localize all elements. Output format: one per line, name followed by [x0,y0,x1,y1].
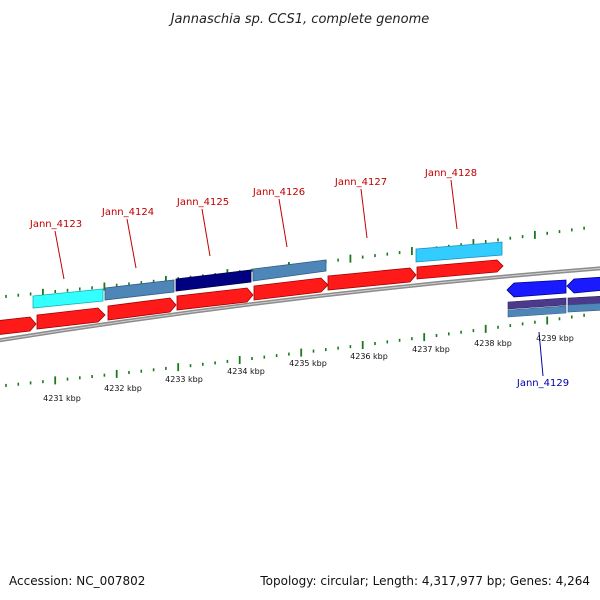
kbp-label: 4235 kbp [289,359,327,368]
feature-lightblue-4128 [415,241,503,263]
cds-arrow-4123 [36,307,106,330]
cds-arrow-4122 [0,316,37,335]
gene-label: Jann_4125 [176,197,229,208]
cds-arrow-4126 [253,277,329,301]
gene-label: Jann_4128 [424,168,477,179]
kbp-label: 4234 kbp [227,367,265,376]
feature-purple-4130 [567,295,600,306]
leader-4125 [201,208,211,257]
gene-label: Jann_4126 [252,187,305,198]
cds-arrow-4124 [107,297,177,321]
backbone [0,266,600,343]
cds-arrow-4127 [327,267,417,291]
kbp-label: 4238 kbp [474,339,512,348]
leader-4128 [450,179,458,230]
cds-row-reverse [506,276,600,318]
backbone-inner-line [0,267,600,341]
kbp-label: 4237 kbp [412,345,450,354]
genome-summary-text: Topology: circular; Length: 4,317,977 bp… [260,574,590,588]
feature-purple-4129 [507,297,567,310]
leader-4123 [54,230,65,280]
feature-cyan-4123 [32,288,104,309]
cds-arrow-4129 [506,279,567,298]
map-title: Jannaschia sp. CCS1, complete genome [168,12,430,27]
cds-arrow-4130 [566,276,600,294]
accession-text: Accession: NC_007802 [9,574,146,588]
kbp-label: 4239 kbp [536,334,574,343]
feature-steelblue-4130 [567,302,600,313]
inner-tick-ring [5,313,585,387]
cds-row-forward [0,259,504,335]
leader-4124 [126,218,137,269]
gene-label: Jann_4124 [101,207,154,218]
feature-steelblue-4129 [507,305,567,318]
cds-arrow-4128 [416,259,504,280]
leader-4126 [278,198,288,248]
feature-row-forward [32,241,503,309]
kbp-label: 4231 kbp [43,394,81,403]
leader-4127 [360,188,368,239]
leader-4129 [538,331,544,377]
feature-steelblue-4124 [104,279,175,301]
kbp-label: 4232 kbp [104,384,142,393]
feature-steelblue-4126 [252,259,327,282]
kbp-label: 4236 kbp [350,352,388,361]
scale-labels: 4231 kbp 4232 kbp 4233 kbp 4234 kbp 4235… [43,334,574,403]
gene-label: Jann_4127 [334,177,387,188]
cds-arrow-4125 [176,287,254,311]
gene-label: Jann_4123 [29,219,82,230]
feature-navy-4125 [175,269,252,292]
gene-label: Jann_4129 [516,378,569,389]
gene-labels: Jann_4123 Jann_4124 Jann_4125 Jann_4126 … [29,168,569,389]
label-leaders [54,179,544,377]
kbp-label: 4233 kbp [165,375,203,384]
